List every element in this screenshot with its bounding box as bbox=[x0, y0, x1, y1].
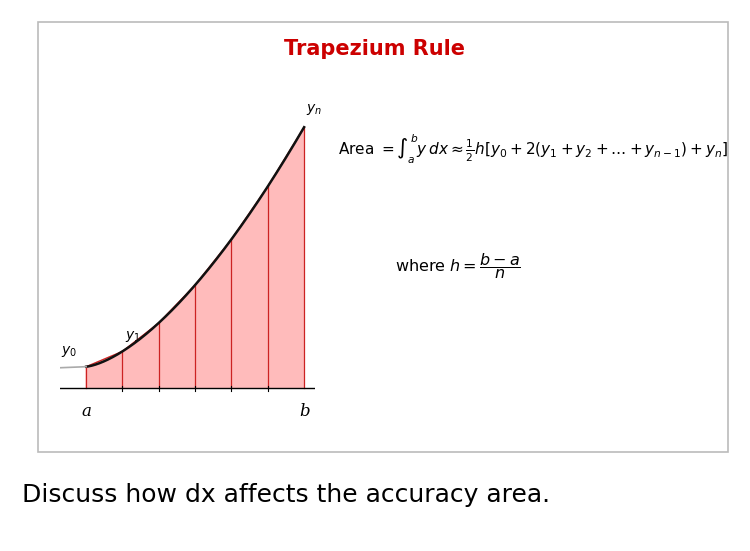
Polygon shape bbox=[268, 127, 304, 387]
Text: Discuss how dx affects the accuracy area.: Discuss how dx affects the accuracy area… bbox=[22, 483, 550, 507]
Polygon shape bbox=[232, 186, 268, 387]
Text: a: a bbox=[81, 403, 91, 420]
Polygon shape bbox=[195, 239, 232, 387]
Text: $y_n$: $y_n$ bbox=[306, 102, 322, 117]
Bar bbox=[38, 22, 728, 452]
Polygon shape bbox=[86, 352, 122, 387]
Text: where $h=\dfrac{b-a}{n}$: where $h=\dfrac{b-a}{n}$ bbox=[394, 251, 520, 281]
Text: b: b bbox=[298, 403, 310, 420]
Text: Area $=\int_a^b y\,dx\approx\frac{1}{2}h\left[y_0+2(y_1+y_2+\ldots+y_{n-1})+y_n\: Area $=\int_a^b y\,dx\approx\frac{1}{2}h… bbox=[338, 133, 728, 166]
Text: $y_0$: $y_0$ bbox=[62, 344, 77, 359]
Text: $y_1$: $y_1$ bbox=[124, 328, 140, 343]
Polygon shape bbox=[159, 285, 195, 387]
Text: Trapezium Rule: Trapezium Rule bbox=[284, 39, 466, 58]
Polygon shape bbox=[122, 323, 159, 387]
